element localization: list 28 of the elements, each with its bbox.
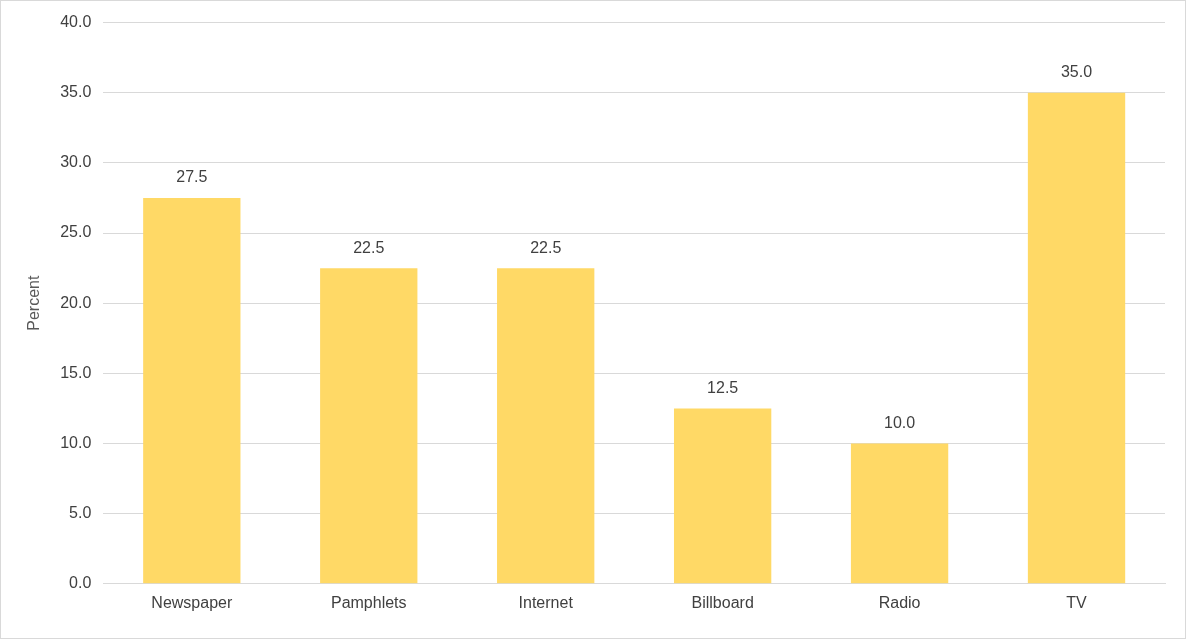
bar xyxy=(673,408,772,584)
y-tick-label: 10.0 xyxy=(60,433,92,451)
y-tick-label: 30.0 xyxy=(60,153,92,171)
x-tick-label: TV xyxy=(1066,593,1088,611)
data-label: 22.5 xyxy=(530,238,562,256)
bar xyxy=(1027,92,1126,584)
x-tick-label: Internet xyxy=(518,593,574,611)
data-label: 35.0 xyxy=(1060,63,1093,81)
y-tick-label: 15.0 xyxy=(60,363,92,381)
y-tick-label: 25.0 xyxy=(60,223,92,241)
data-label: 12.5 xyxy=(707,378,739,396)
y-tick-label: 35.0 xyxy=(60,83,92,101)
x-tick-label: Pamphlets xyxy=(330,593,407,611)
bar xyxy=(850,443,949,584)
y-tick-label: 40.0 xyxy=(60,13,92,31)
x-tick-label: Newspaper xyxy=(151,593,233,611)
y-tick-label: 20.0 xyxy=(60,293,92,311)
bar xyxy=(320,268,418,584)
data-label: 10.0 xyxy=(884,413,916,431)
y-axis-title: Percent xyxy=(25,275,43,331)
data-label: 22.5 xyxy=(353,238,385,256)
x-tick-label: Billboard xyxy=(691,593,754,611)
x-tick-label: Radio xyxy=(878,593,921,611)
bar xyxy=(143,197,241,584)
data-label: 27.5 xyxy=(176,168,208,186)
y-tick-label: 5.0 xyxy=(69,504,92,522)
y-tick-label: 0.0 xyxy=(69,574,92,592)
bar xyxy=(497,268,595,584)
